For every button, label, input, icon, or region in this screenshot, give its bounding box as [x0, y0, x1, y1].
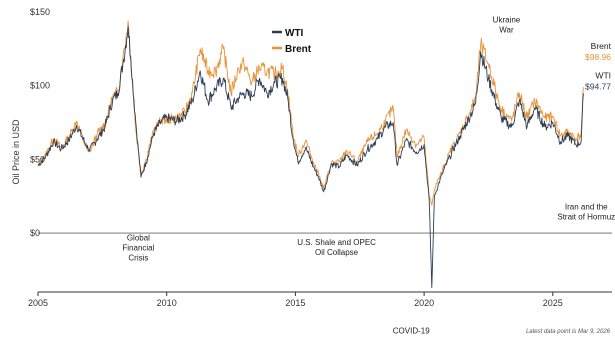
- x-tick-label: 2020: [414, 298, 434, 308]
- annotation-label: Ukraine: [493, 15, 521, 24]
- annotation-label: Strait of Hormuz: [557, 212, 615, 221]
- chart-series: [37, 20, 584, 289]
- annotation-label: Financial: [122, 243, 154, 252]
- annotation-label: U.S. Shale and OPEC: [297, 238, 376, 247]
- x-tick-label: 2005: [28, 298, 48, 308]
- annotation-label: Iran and the: [565, 202, 608, 211]
- end-label-brent: Brent: [591, 41, 612, 51]
- legend-label-wti: WTI: [285, 28, 304, 39]
- chart-axes: $0 $50 $100 $150 2005 2010 2015 2020 2025: [28, 7, 612, 308]
- series-line-wti: [37, 26, 584, 289]
- end-label-brent: $98.96: [585, 52, 611, 62]
- chart-legend: WTI Brent: [272, 28, 312, 55]
- y-axis-label: Oil Price in USD: [11, 119, 21, 185]
- y-tick-label: $0: [30, 228, 40, 238]
- legend-label-brent: Brent: [285, 44, 312, 55]
- y-tick-label: $100: [30, 81, 50, 91]
- annotation-label: Oil Collapse: [315, 248, 359, 257]
- annotation-label: COVID-19: [393, 326, 430, 335]
- x-tick-label: 2010: [157, 298, 177, 308]
- x-tick-label: 2025: [543, 298, 563, 308]
- end-label-wti: WTI: [595, 70, 611, 80]
- series-line-brent: [37, 20, 584, 206]
- annotation-label: Global: [127, 233, 150, 242]
- footnote: Latest data point is Mar 9, 2026: [526, 329, 611, 335]
- x-tick-label: 2015: [285, 298, 305, 308]
- end-label-wti: $94.77: [585, 81, 611, 91]
- annotation-label: Crisis: [128, 253, 148, 262]
- annotation-label: War: [499, 25, 514, 34]
- y-tick-label: $50: [30, 154, 45, 164]
- y-tick-label: $150: [30, 7, 50, 17]
